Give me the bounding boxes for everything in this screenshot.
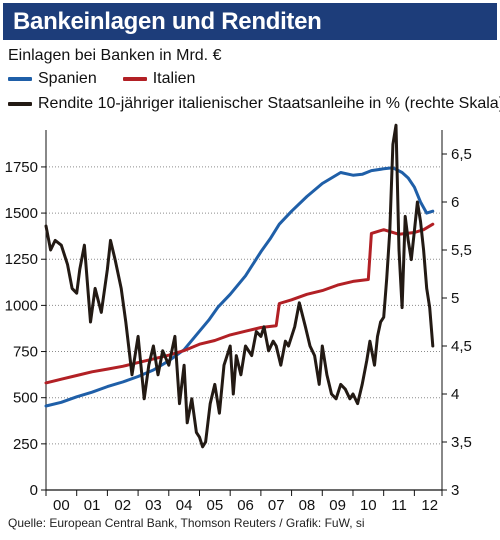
chart-area: 00 01 02 03 04 05 06 07 08 09 10 11 12 0 250 500 750 1000… <box>0 120 500 510</box>
x-tick-label: 12 <box>421 497 438 510</box>
x-tick-label: 00 <box>53 497 70 510</box>
title-bar: Bankeinlagen und Renditen <box>3 3 497 40</box>
y-left-tick-label: 250 <box>13 436 38 453</box>
series-line-rendite <box>44 123 435 449</box>
series-line-italien <box>44 222 435 385</box>
y-right-tick-label: 4,5 <box>451 338 472 355</box>
source-note: Quelle: European Central Bank, Thomson R… <box>8 516 365 530</box>
x-tick-label: 05 <box>206 497 223 510</box>
legend-label-italien: Italien <box>152 70 196 87</box>
y-left-tick-label: 500 <box>13 390 38 407</box>
x-tick-label: 06 <box>237 497 254 510</box>
y-right-tick-label: 6 <box>451 194 459 211</box>
legend-swatch-italien <box>122 77 147 81</box>
y-left-tick-label: 1750 <box>5 159 38 176</box>
legend-swatch-rendite <box>8 102 32 106</box>
y-left-tick-label: 1500 <box>5 205 38 222</box>
legend-item-spanien: Spanien <box>8 70 97 88</box>
y-left-tick-label: 1000 <box>5 297 38 314</box>
y-right-tick-label: 5,5 <box>451 242 472 259</box>
x-tick-label: 01 <box>84 497 101 510</box>
chart-title: Bankeinlagen und Renditen <box>13 7 322 35</box>
legend-item-italien: Italien <box>122 70 196 88</box>
legend-row: Spanien Italien <box>8 70 221 88</box>
x-tick-label: 03 <box>145 497 162 510</box>
legend-item-rendite: Rendite 10-jähriger italienischer Staats… <box>8 95 500 113</box>
x-tick-label: 08 <box>299 497 316 510</box>
y-right-tick-label: 4 <box>451 386 459 403</box>
x-tick-label: 07 <box>268 497 285 510</box>
x-tick-label: 02 <box>114 497 131 510</box>
legend-label-rendite: Rendite 10-jähriger italienischer Staats… <box>38 95 500 112</box>
y-right-tick-label: 3 <box>451 482 459 499</box>
chart-subtitle: Einlagen bei Banken in Mrd. € <box>8 47 222 64</box>
legend-swatch-spanien <box>8 77 32 81</box>
y-left-tick-label: 1250 <box>5 251 38 268</box>
y-right-tick-label: 3,5 <box>451 434 472 451</box>
x-tick-label: 11 <box>391 497 407 510</box>
y-left-tick-label: 750 <box>13 344 38 361</box>
x-tick-label: 09 <box>329 497 346 510</box>
y-right-tick-label: 5 <box>451 290 459 307</box>
line-chart: 00 01 02 03 04 05 06 07 08 09 10 11 12 0 250 500 750 1000… <box>5 123 472 510</box>
x-tick-label: 04 <box>176 497 193 510</box>
legend-row: Rendite 10-jähriger italienischer Staats… <box>8 95 500 113</box>
legend-label-spanien: Spanien <box>38 70 97 87</box>
y-left-tick-label: 0 <box>30 482 38 499</box>
y-right-tick-label: 6,5 <box>451 146 472 163</box>
x-tick-label: 10 <box>360 497 377 510</box>
